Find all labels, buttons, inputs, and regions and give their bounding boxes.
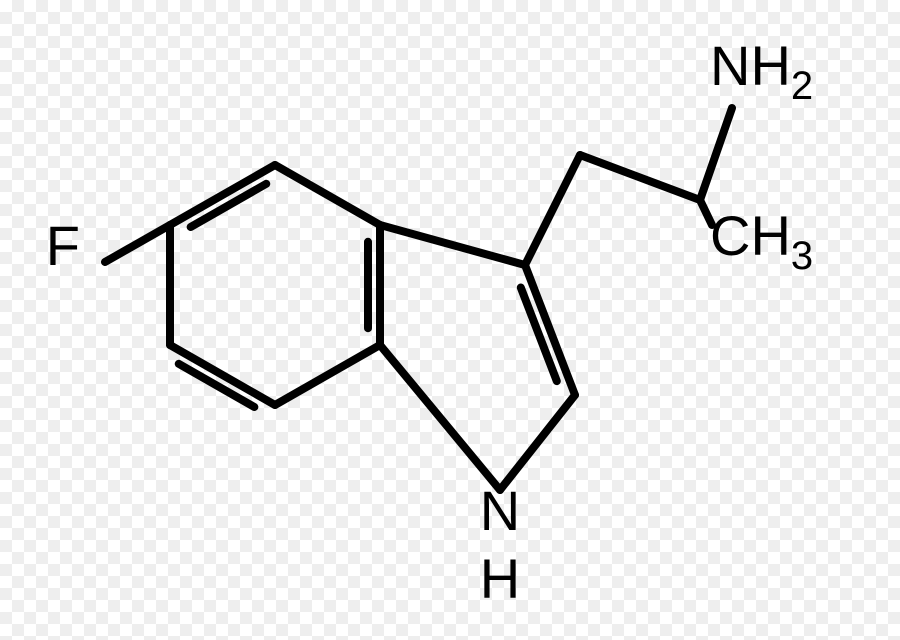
F-label: F xyxy=(46,214,80,277)
NH2-label: NH2 xyxy=(710,34,813,108)
chemical-structure-diagram: F NH2 CH3 NH xyxy=(0,0,900,640)
H-label: H xyxy=(480,547,520,610)
CH3-label: CH3 xyxy=(710,204,813,278)
N-label: N xyxy=(480,479,520,542)
